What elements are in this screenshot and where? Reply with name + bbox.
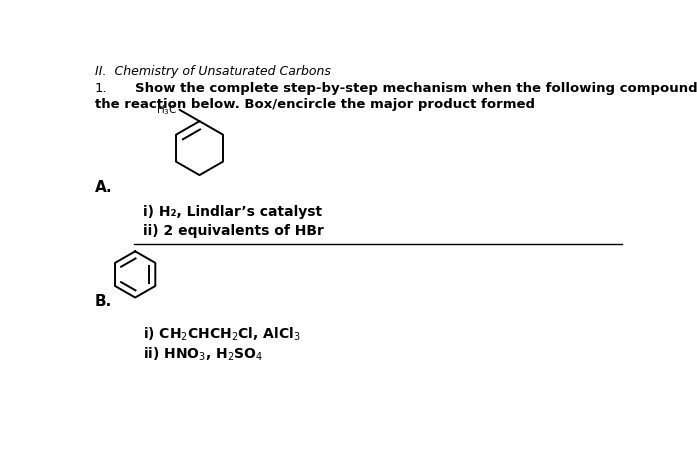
Text: i) CH$_2$CHCH$_2$Cl, AlCl$_3$: i) CH$_2$CHCH$_2$Cl, AlCl$_3$ — [143, 325, 300, 342]
Text: II.  Chemistry of Unsaturated Carbons: II. Chemistry of Unsaturated Carbons — [95, 65, 331, 78]
Text: 1.: 1. — [95, 82, 107, 95]
Text: i) H₂, Lindlar’s catalyst: i) H₂, Lindlar’s catalyst — [143, 205, 322, 219]
Text: B.: B. — [95, 294, 112, 309]
Text: H$_3$C: H$_3$C — [156, 103, 178, 117]
Text: A.: A. — [95, 180, 112, 195]
Text: ii) HNO$_3$, H$_2$SO$_4$: ii) HNO$_3$, H$_2$SO$_4$ — [143, 346, 263, 364]
Text: the reaction below. Box/encircle the major product formed: the reaction below. Box/encircle the maj… — [95, 98, 535, 111]
Text: ii) 2 equivalents of HBr: ii) 2 equivalents of HBr — [143, 224, 324, 237]
Text: Show the complete step-by-step mechanism when the following compounds undergo: Show the complete step-by-step mechanism… — [135, 82, 697, 95]
